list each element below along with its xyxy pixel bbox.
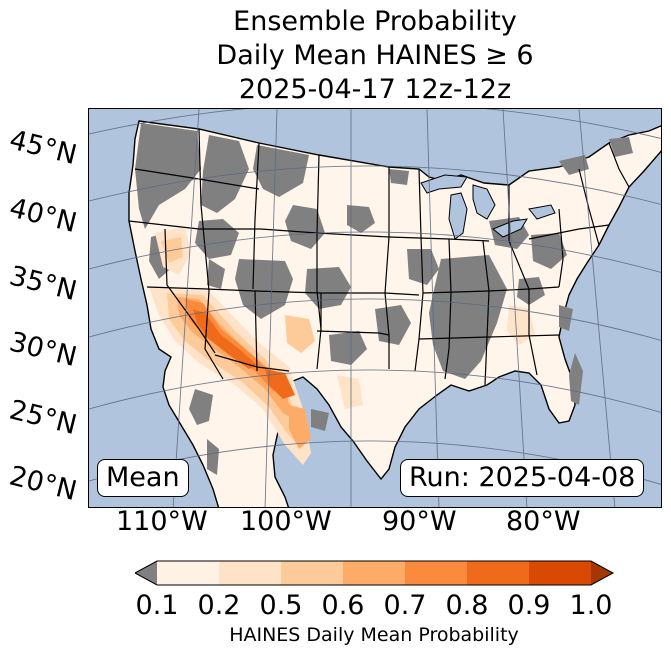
colorbar-segment xyxy=(219,561,282,585)
colorbar-segment xyxy=(157,561,220,585)
colorbar-segment xyxy=(405,561,468,585)
colorbar-tick-label: 0.6 xyxy=(321,590,365,621)
title-line-1: Ensemble Probability xyxy=(233,6,517,37)
graticule xyxy=(89,109,661,507)
colorbar-tick-label: 1.0 xyxy=(569,590,613,621)
colorbar-segment xyxy=(467,561,530,585)
lat-label-25: 25°N xyxy=(6,394,80,442)
colorbar-outline xyxy=(135,560,615,586)
colorbar-tick-label: 0.2 xyxy=(197,590,241,621)
lat-label-20: 20°N xyxy=(6,460,80,508)
lon-label-80w: 80°W xyxy=(506,506,581,537)
colorbar-under-arrow xyxy=(135,561,157,585)
colorbar-tick-label: 0.1 xyxy=(135,590,179,621)
colorbar-segment xyxy=(529,561,592,585)
state-borders xyxy=(128,128,630,386)
colorbar xyxy=(135,560,615,586)
colorbar-segment xyxy=(343,561,406,585)
title-line-3: 2025-04-17 12z-12z xyxy=(238,74,512,105)
lat-label-40: 40°N xyxy=(6,192,80,240)
lat-label-35: 35°N xyxy=(6,260,80,308)
map-panel xyxy=(88,108,662,508)
colorbar-over-arrow xyxy=(591,561,613,585)
colorbar-label: HAINES Daily Mean Probability xyxy=(229,624,519,646)
run-label-box: Run: 2025-04-08 xyxy=(400,459,645,497)
colorbar-tick-label: 0.5 xyxy=(259,590,303,621)
stat-label-box: Mean xyxy=(97,459,189,497)
lon-label-110w: 110°W xyxy=(116,506,208,537)
colorbar-segment xyxy=(281,561,344,585)
map-canvas xyxy=(89,109,661,507)
title-line-2: Daily Mean HAINES ≥ 6 xyxy=(216,40,534,71)
lon-label-90w: 90°W xyxy=(382,506,457,537)
lat-label-30: 30°N xyxy=(6,326,80,374)
colorbar-tick-label: 0.7 xyxy=(383,590,427,621)
colorbar-tick-label: 0.9 xyxy=(507,590,551,621)
lat-label-45: 45°N xyxy=(6,124,80,172)
lon-label-100w: 100°W xyxy=(240,506,332,537)
colorbar-tick-label: 0.8 xyxy=(445,590,489,621)
